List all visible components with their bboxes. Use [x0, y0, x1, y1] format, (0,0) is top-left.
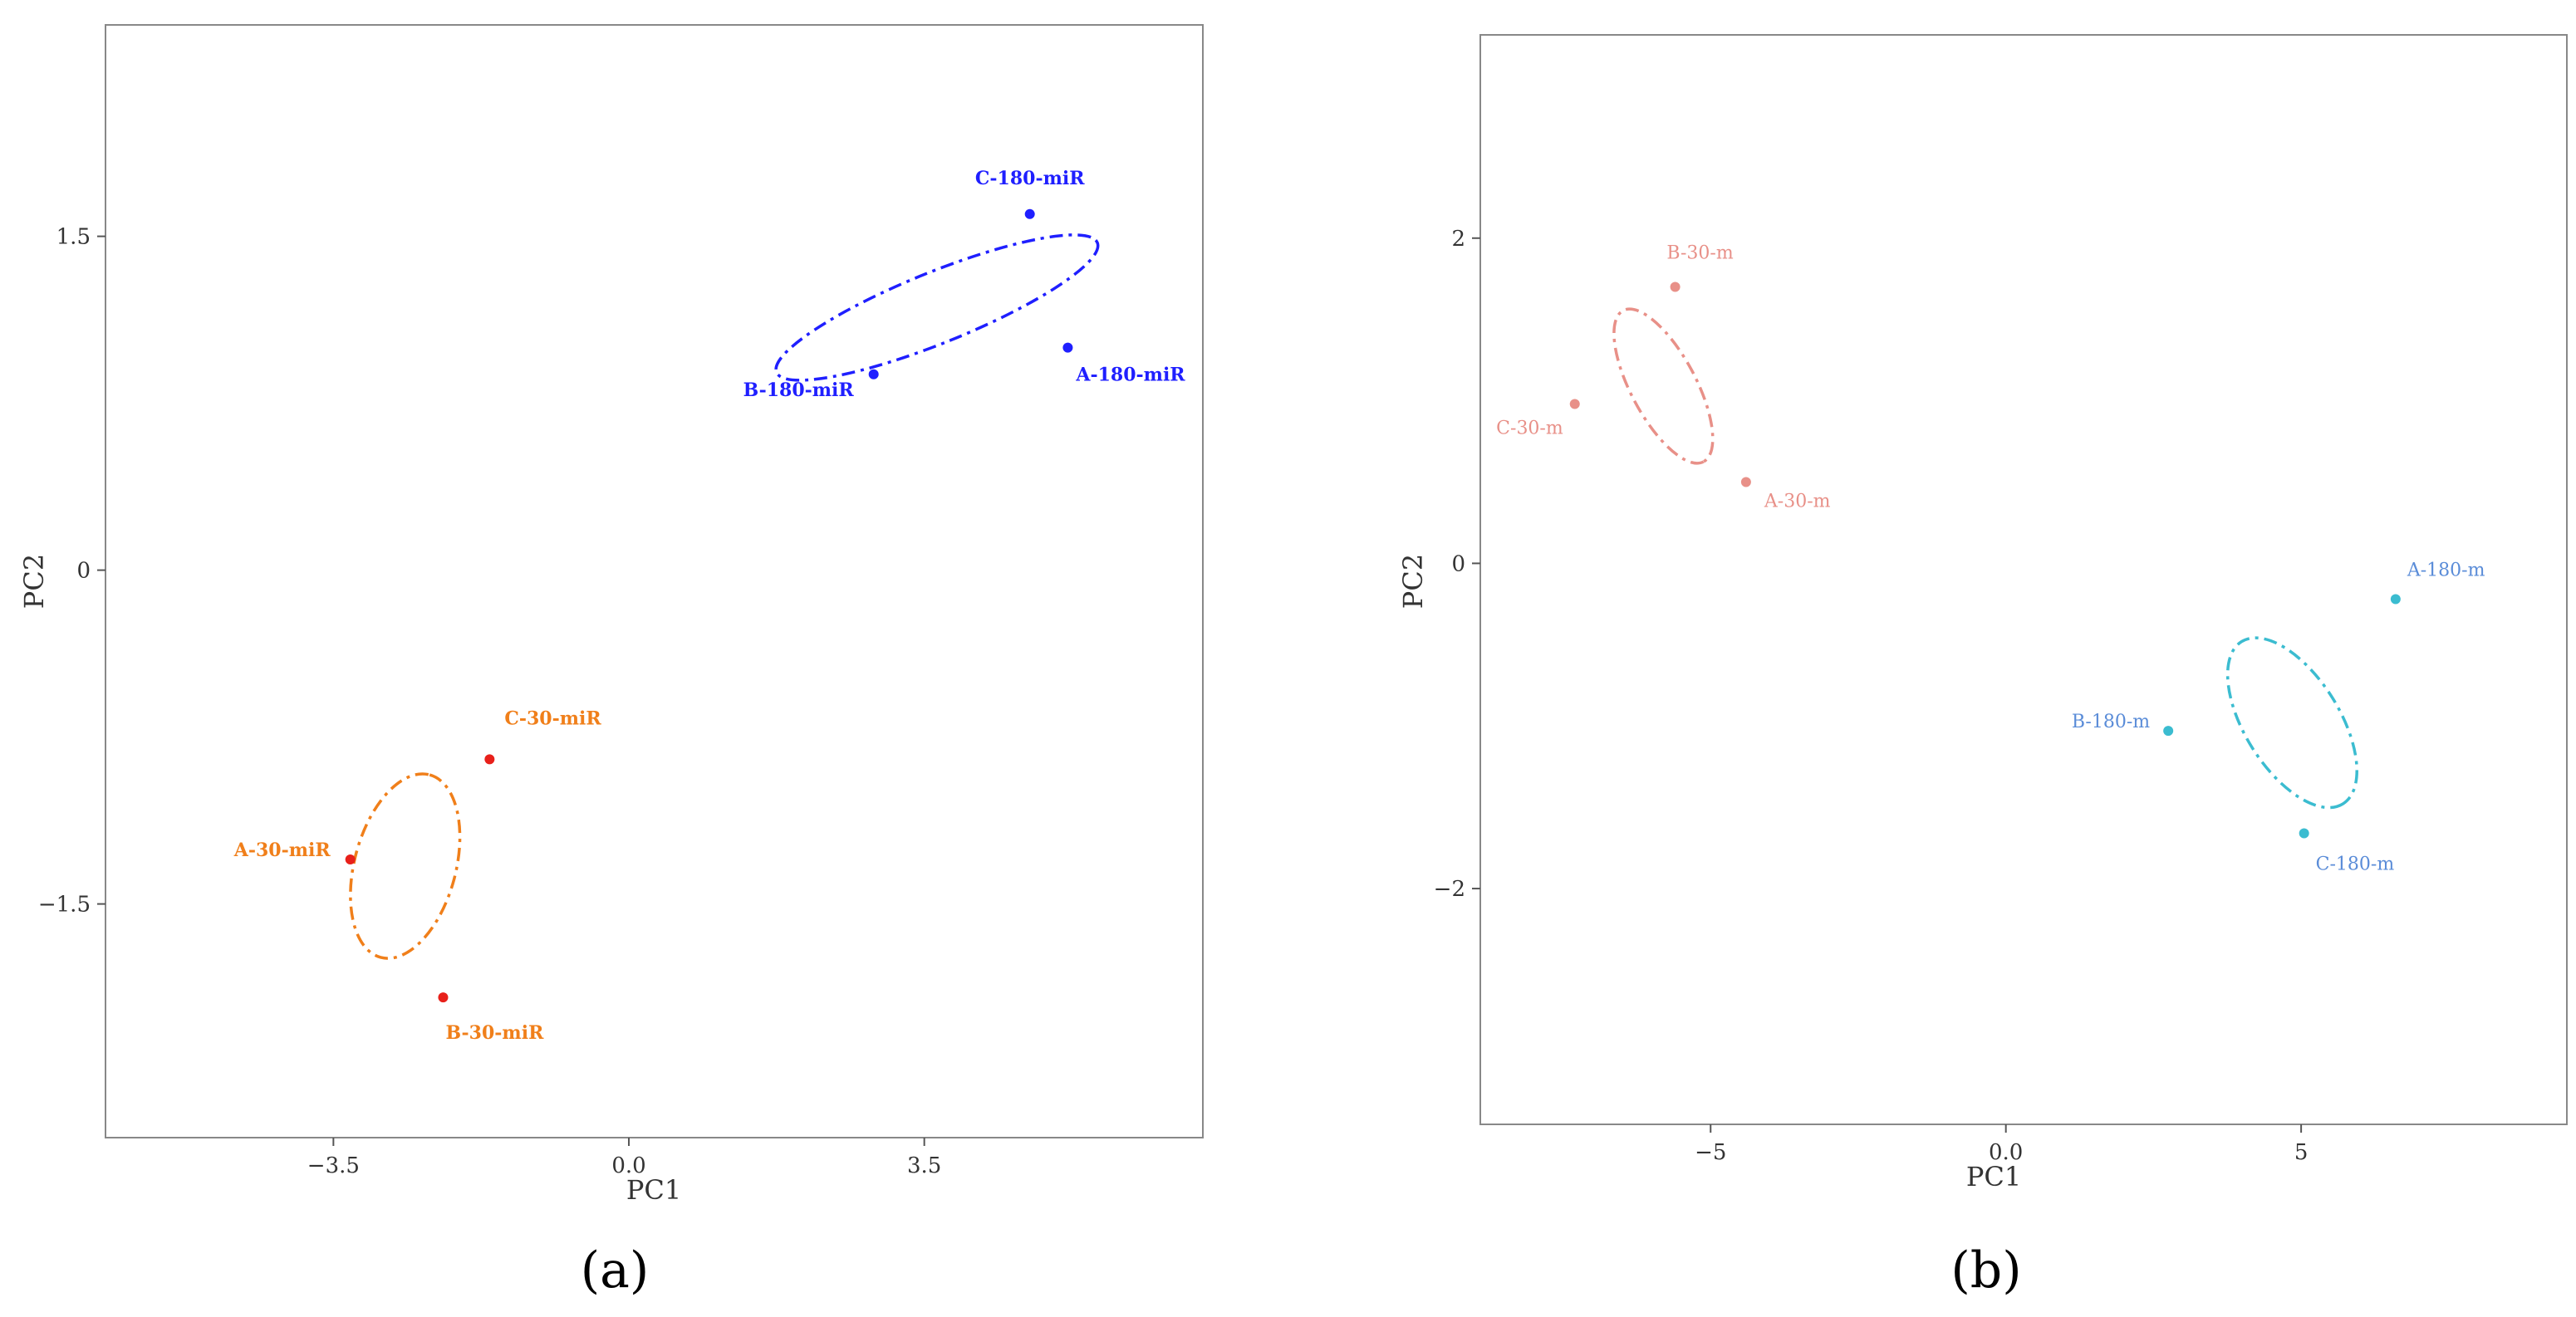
y-tick-label: 1.5: [56, 225, 91, 250]
data-point: [1670, 282, 1681, 292]
data-point: [1740, 477, 1751, 487]
confidence-ellipse: [2225, 636, 2358, 810]
point-label: B-30-miR: [446, 1022, 545, 1044]
point-label: C-180-miR: [975, 168, 1085, 189]
point-label: A-180-m: [2407, 560, 2485, 580]
x-tick-label: 0.0: [611, 1153, 645, 1178]
y-ticks: −1.5 0 1.5: [38, 225, 105, 918]
point-label: B-180-m: [2072, 712, 2150, 732]
plot-marks: C-180-miR B-180-miR A-180-miR C-30-miR A-30-…: [233, 168, 1185, 1044]
y-tick-label: 0: [76, 559, 91, 584]
x-axis-label: PC1: [626, 1174, 681, 1206]
point-label: B-30-m: [1666, 243, 1733, 264]
confidence-ellipse: [349, 772, 462, 960]
data-point: [1024, 208, 1035, 219]
x-tick-label: −3.5: [307, 1153, 360, 1178]
y-tick-label: −1.5: [38, 893, 91, 918]
data-point: [345, 854, 356, 864]
panel-caption: (b): [1950, 1241, 2021, 1300]
point-label: C-30-m: [1496, 419, 1563, 439]
plot-frame: [105, 24, 1204, 1138]
confidence-ellipse: [774, 233, 1100, 382]
data-point: [868, 369, 879, 379]
y-axis-label: PC2: [1397, 554, 1429, 609]
point-label: A-30-m: [1764, 492, 1831, 512]
point-label: A-30-miR: [233, 840, 331, 861]
x-axis-label: PC1: [1966, 1161, 2021, 1192]
y-axis-label: PC2: [18, 554, 50, 609]
x-ticks: −5 0.0 5: [1695, 1124, 2308, 1165]
x-tick-label: −5: [1695, 1140, 1726, 1165]
panel-caption: (a): [581, 1241, 650, 1300]
y-ticks: −2 0 2: [1434, 227, 1480, 902]
data-point: [438, 992, 449, 1003]
x-tick-label: 3.5: [907, 1153, 941, 1178]
y-tick-label: 0: [1451, 551, 1465, 576]
data-point: [1569, 399, 1580, 409]
point-label: B-180-miR: [743, 379, 855, 401]
point-label: A-180-miR: [1075, 365, 1185, 386]
data-point: [484, 754, 495, 765]
confidence-ellipse: [1612, 307, 1715, 465]
data-point: [2299, 828, 2309, 839]
point-label: C-30-miR: [504, 707, 601, 729]
x-ticks: −3.5 0.0 3.5: [307, 1138, 941, 1178]
x-tick-label: 5: [2294, 1140, 2309, 1165]
y-tick-label: −2: [1434, 877, 1465, 902]
data-point: [2163, 726, 2174, 737]
plot-marks: B-30-m C-30-m A-30-m A-180-m B-180-m C-180-m: [1496, 243, 2485, 875]
y-tick-label: 2: [1451, 227, 1465, 252]
panel-b: −5 0.0 5 −2 0 2 B-30-m C-30-m A-30-m A-180-m B-1…: [1397, 34, 2568, 1300]
data-point: [1062, 342, 1073, 353]
plot-frame: [1479, 34, 2568, 1125]
x-tick-label: 0.0: [1989, 1140, 2023, 1165]
data-point: [2390, 594, 2401, 605]
point-label: C-180-m: [2316, 854, 2395, 874]
panel-a: −3.5 0.0 3.5 −1.5 0 1.5 C-180-miR B-180-miR A-…: [18, 24, 1204, 1300]
